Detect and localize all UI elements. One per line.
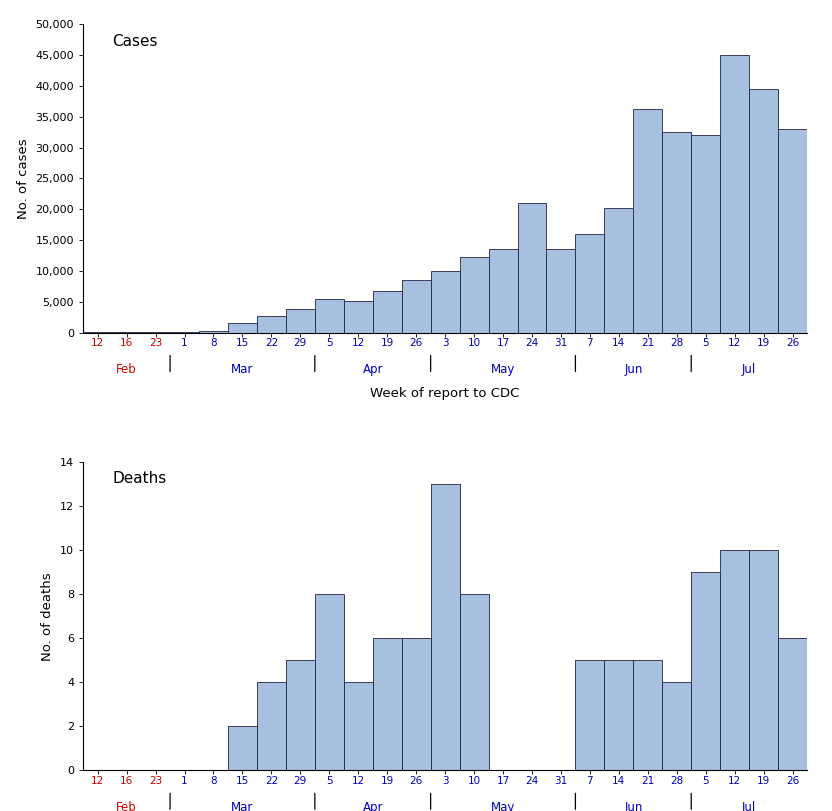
Bar (778, 638, 807, 770)
Bar (344, 682, 373, 770)
Text: Deaths: Deaths (112, 471, 166, 487)
Bar (170, 332, 199, 333)
Y-axis label: No. of cases: No. of cases (17, 138, 30, 219)
Bar (662, 682, 691, 770)
Bar (314, 594, 344, 770)
Bar (373, 638, 402, 770)
Text: Jun: Jun (624, 363, 642, 376)
Bar (286, 660, 314, 770)
Bar (199, 331, 228, 333)
Bar (633, 109, 662, 333)
Bar (662, 132, 691, 333)
Text: Cases: Cases (112, 33, 157, 49)
Text: Jun: Jun (624, 801, 642, 811)
Bar (431, 484, 459, 770)
Bar (721, 550, 749, 770)
Bar (373, 291, 402, 333)
Bar (344, 301, 373, 333)
Text: Jul: Jul (742, 801, 756, 811)
Bar (749, 550, 778, 770)
Bar (459, 594, 488, 770)
Bar (402, 281, 431, 333)
Text: Jul: Jul (742, 363, 756, 376)
Bar (633, 660, 662, 770)
Bar (257, 316, 286, 333)
Bar (431, 271, 459, 333)
Bar (286, 309, 314, 333)
Text: May: May (491, 363, 515, 376)
Bar (604, 660, 633, 770)
Bar (518, 203, 547, 333)
X-axis label: Week of report to CDC: Week of report to CDC (370, 387, 520, 400)
Text: Apr: Apr (363, 801, 383, 811)
Bar (228, 324, 257, 333)
Y-axis label: No. of deaths: No. of deaths (42, 572, 54, 661)
Bar (691, 573, 721, 770)
Bar (547, 250, 576, 333)
Bar (488, 250, 518, 333)
Bar (459, 257, 488, 333)
Text: Feb: Feb (116, 363, 137, 376)
Bar (749, 89, 778, 333)
Bar (402, 638, 431, 770)
Text: Apr: Apr (363, 363, 383, 376)
Bar (721, 55, 749, 333)
Bar (314, 298, 344, 333)
Text: May: May (491, 801, 515, 811)
Text: Mar: Mar (231, 801, 254, 811)
Text: Feb: Feb (116, 801, 137, 811)
Bar (691, 135, 721, 333)
Bar (604, 208, 633, 333)
Bar (576, 234, 604, 333)
Bar (778, 129, 807, 333)
Bar (228, 727, 257, 770)
Text: Mar: Mar (231, 363, 254, 376)
Bar (576, 660, 604, 770)
Bar (257, 682, 286, 770)
